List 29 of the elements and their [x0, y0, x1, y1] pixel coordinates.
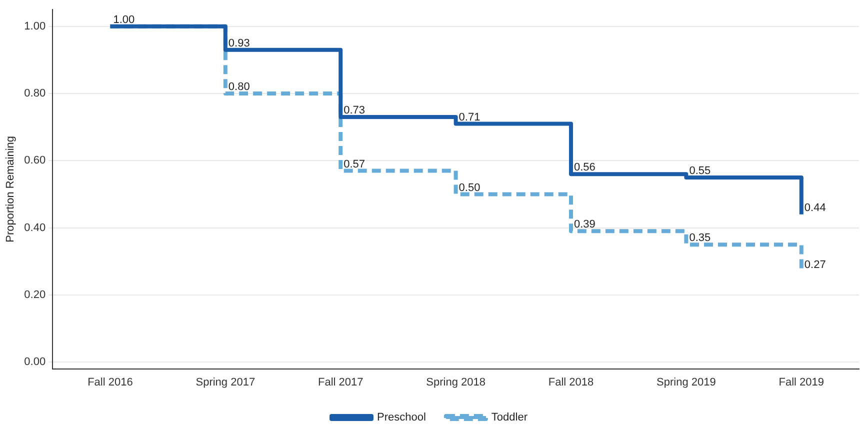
x-tick-label: Spring 2019 [656, 376, 716, 388]
data-label: 0.73 [344, 104, 366, 117]
data-label: 0.57 [344, 158, 366, 170]
y-tick-label: 0.40 [24, 222, 46, 234]
legend-label: Preschool [377, 412, 426, 424]
y-tick-label: 0.20 [24, 288, 46, 301]
x-tick-label: Spring 2017 [196, 376, 256, 388]
y-tick-label: 0.80 [24, 88, 46, 100]
data-label: 0.50 [458, 182, 480, 194]
data-label: 0.80 [228, 81, 250, 94]
data-label: 0.71 [458, 111, 480, 124]
y-tick-label: 0.60 [24, 154, 46, 167]
x-tick-label: Fall 2017 [318, 376, 364, 388]
y-tick-label: 1.00 [24, 20, 46, 32]
data-label: 0.56 [574, 162, 596, 174]
y-axis-title: Proportion Remaining [4, 136, 17, 242]
x-tick-label: Fall 2018 [548, 376, 594, 388]
y-tick-label: 0.00 [24, 356, 46, 368]
legend-label: Toddler [491, 412, 528, 424]
data-label: 0.55 [689, 164, 711, 177]
data-label: 0.39 [574, 218, 596, 231]
data-label: 1.00 [113, 14, 135, 26]
data-label: 0.93 [228, 37, 250, 50]
x-tick-label: Spring 2018 [426, 376, 486, 388]
x-tick-label: Fall 2019 [778, 376, 824, 388]
x-tick-label: Fall 2016 [88, 376, 133, 388]
data-label: 0.35 [689, 232, 711, 244]
data-label: 0.44 [804, 202, 826, 214]
data-label: 0.27 [804, 258, 826, 271]
